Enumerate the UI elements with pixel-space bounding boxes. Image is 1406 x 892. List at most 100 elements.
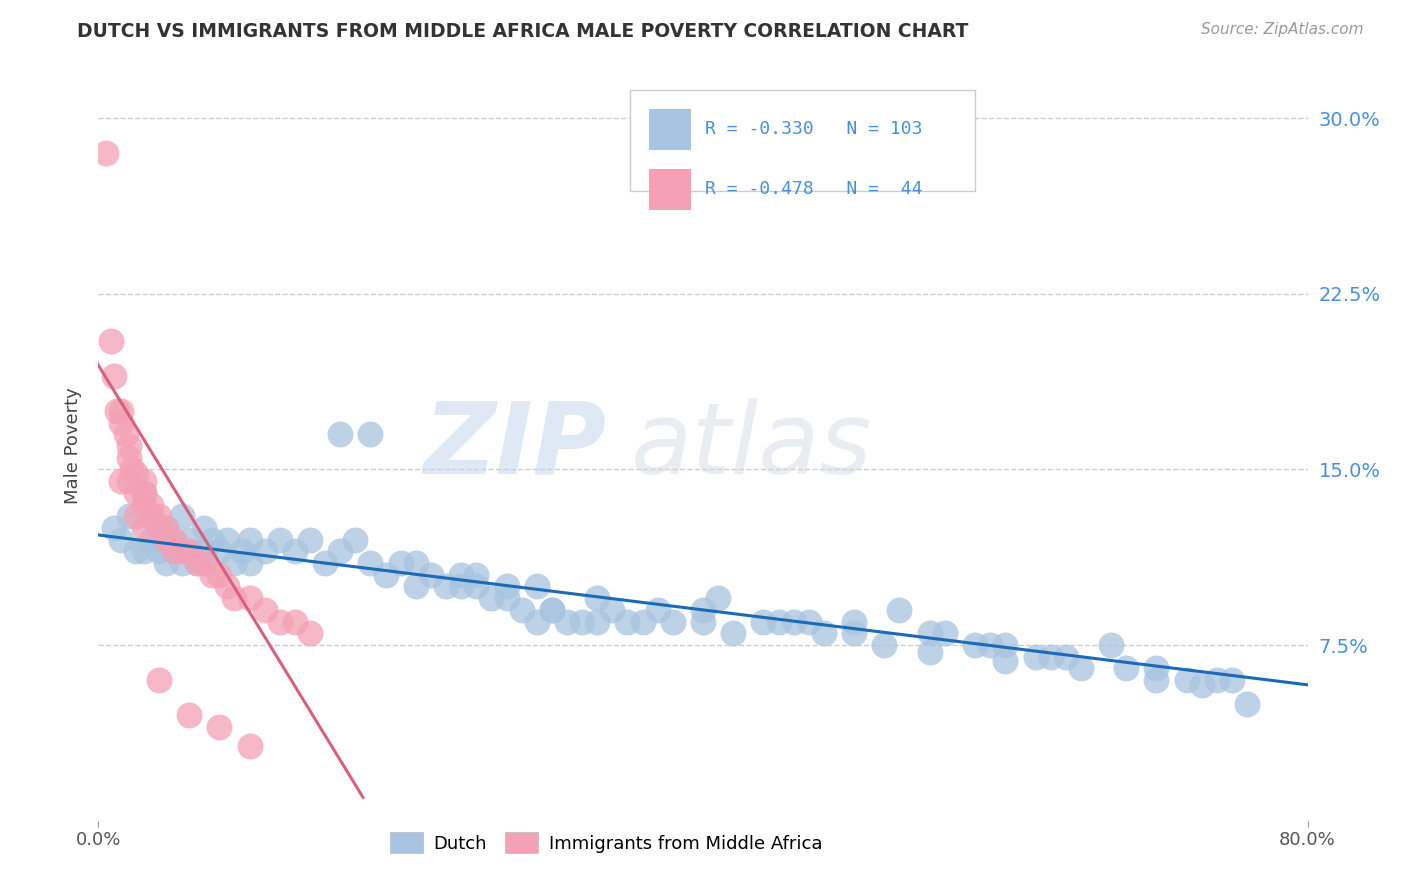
Point <box>540 603 562 617</box>
Point <box>170 544 193 558</box>
Point <box>215 533 238 547</box>
Point <box>329 427 352 442</box>
Point <box>148 509 170 524</box>
Text: DUTCH VS IMMIGRANTS FROM MIDDLE AFRICA MALE POVERTY CORRELATION CHART: DUTCH VS IMMIGRANTS FROM MIDDLE AFRICA M… <box>77 22 969 41</box>
Point <box>405 556 427 570</box>
Point <box>586 615 609 629</box>
Point <box>1144 661 1167 675</box>
Point <box>571 615 593 629</box>
Point <box>118 450 141 465</box>
Point <box>299 626 322 640</box>
Point <box>118 439 141 453</box>
Point <box>844 615 866 629</box>
Point <box>94 146 117 161</box>
Point <box>692 615 714 629</box>
Point <box>1191 678 1213 692</box>
Point <box>215 580 238 594</box>
Point <box>1220 673 1243 688</box>
Point <box>540 603 562 617</box>
Point <box>1039 649 1062 664</box>
Point <box>239 556 262 570</box>
Point <box>148 521 170 535</box>
Point <box>465 567 488 582</box>
Bar <box>648 109 690 150</box>
Point <box>495 591 517 606</box>
Point <box>141 533 163 547</box>
Point <box>193 556 215 570</box>
Point <box>132 474 155 488</box>
Point <box>360 427 382 442</box>
Point <box>979 638 1001 652</box>
Point <box>405 580 427 594</box>
Point <box>186 556 208 570</box>
Point <box>314 556 336 570</box>
Point <box>103 521 125 535</box>
Point <box>170 509 193 524</box>
Point <box>224 591 246 606</box>
Point <box>148 544 170 558</box>
Point <box>420 567 443 582</box>
Point <box>526 615 548 629</box>
Point <box>110 404 132 418</box>
Point <box>783 615 806 629</box>
Point <box>434 580 457 594</box>
Point <box>118 509 141 524</box>
Point <box>125 544 148 558</box>
Point <box>125 485 148 500</box>
Point <box>155 556 177 570</box>
Point <box>329 544 352 558</box>
Text: R = -0.478   N =  44: R = -0.478 N = 44 <box>706 180 922 198</box>
Point <box>450 567 472 582</box>
Point <box>873 638 896 652</box>
Point <box>141 509 163 524</box>
Text: Source: ZipAtlas.com: Source: ZipAtlas.com <box>1201 22 1364 37</box>
Point <box>360 556 382 570</box>
Point <box>510 603 533 617</box>
Point <box>132 521 155 535</box>
Point <box>631 615 654 629</box>
Point <box>239 533 262 547</box>
Point <box>344 533 367 547</box>
Point <box>125 467 148 482</box>
Point <box>125 509 148 524</box>
Point <box>994 655 1017 669</box>
Point <box>179 708 201 723</box>
Point <box>1024 649 1046 664</box>
Point <box>100 334 122 348</box>
Point <box>110 533 132 547</box>
Point <box>586 591 609 606</box>
Point <box>132 544 155 558</box>
Point <box>253 603 276 617</box>
Point <box>918 645 941 659</box>
Point <box>163 544 186 558</box>
Point <box>768 615 790 629</box>
Point <box>723 626 745 640</box>
Point <box>208 720 231 734</box>
Point <box>208 544 231 558</box>
Point <box>155 521 177 535</box>
Point <box>239 591 262 606</box>
Point <box>155 533 177 547</box>
Point <box>132 485 155 500</box>
Point <box>374 567 396 582</box>
Text: ZIP: ZIP <box>423 398 606 494</box>
Point <box>934 626 956 640</box>
Point <box>889 603 911 617</box>
Point <box>186 556 208 570</box>
Point <box>110 474 132 488</box>
Point <box>110 416 132 430</box>
Point <box>481 591 503 606</box>
Point <box>661 615 683 629</box>
Point <box>450 580 472 594</box>
Point <box>1099 638 1122 652</box>
Point <box>269 615 291 629</box>
Point <box>994 638 1017 652</box>
Point <box>163 533 186 547</box>
Point <box>602 603 624 617</box>
Point <box>555 615 578 629</box>
Point <box>163 533 186 547</box>
Point <box>253 544 276 558</box>
Point <box>239 739 262 753</box>
Point <box>155 521 177 535</box>
Point <box>797 615 820 629</box>
